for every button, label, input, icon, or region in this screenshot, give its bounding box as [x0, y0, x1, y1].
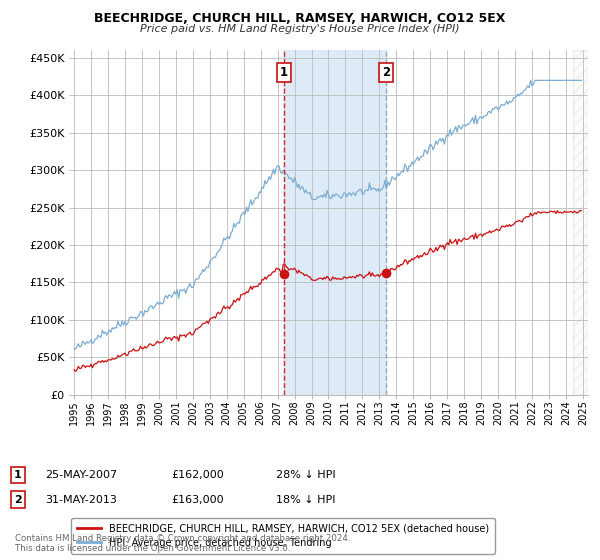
Text: 1: 1 [280, 67, 288, 80]
Text: 31-MAY-2013: 31-MAY-2013 [45, 494, 117, 505]
Bar [573, 50, 588, 395]
Text: 2: 2 [14, 494, 22, 505]
Legend: BEECHRIDGE, CHURCH HILL, RAMSEY, HARWICH, CO12 5EX (detached house), HPI: Averag: BEECHRIDGE, CHURCH HILL, RAMSEY, HARWICH… [71, 518, 495, 553]
Text: £162,000: £162,000 [171, 470, 224, 480]
Text: 18% ↓ HPI: 18% ↓ HPI [276, 494, 335, 505]
Text: BEECHRIDGE, CHURCH HILL, RAMSEY, HARWICH, CO12 5EX: BEECHRIDGE, CHURCH HILL, RAMSEY, HARWICH… [94, 12, 506, 25]
Text: 2: 2 [382, 67, 390, 80]
Text: 25-MAY-2007: 25-MAY-2007 [45, 470, 117, 480]
Text: 1: 1 [14, 470, 22, 480]
Bar [284, 50, 386, 395]
Text: Contains HM Land Registry data © Crown copyright and database right 2024.
This d: Contains HM Land Registry data © Crown c… [15, 534, 350, 553]
Bar [573, 50, 588, 395]
Text: 28% ↓ HPI: 28% ↓ HPI [276, 470, 335, 480]
Text: £163,000: £163,000 [171, 494, 224, 505]
Text: Price paid vs. HM Land Registry's House Price Index (HPI): Price paid vs. HM Land Registry's House … [140, 24, 460, 34]
